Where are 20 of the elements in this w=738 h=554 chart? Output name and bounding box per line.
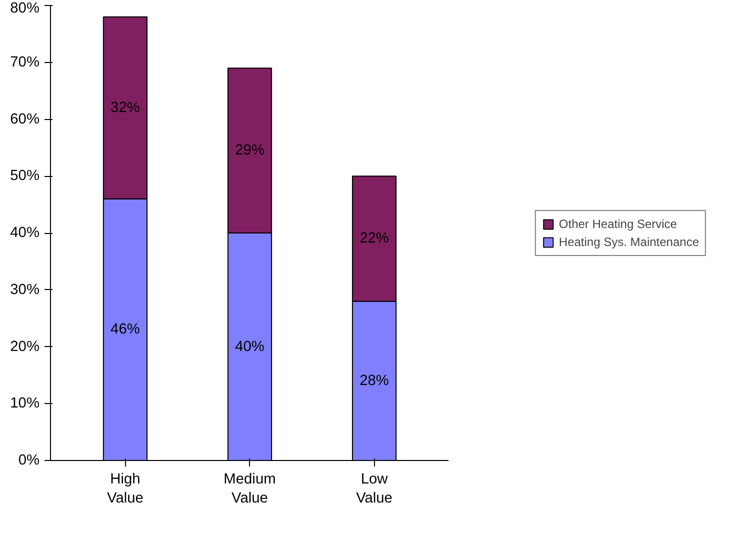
x-tick-label: Low Value: [356, 472, 392, 507]
y-tick-label: 30%: [10, 282, 40, 298]
y-tick-label: 0%: [18, 452, 40, 468]
y-tick-label: 70%: [10, 54, 40, 70]
y-tick-label: 50%: [10, 168, 40, 184]
data-label: 29%: [235, 142, 264, 159]
x-tick-label: High Value: [107, 472, 144, 507]
legend-label: Other Heating Service: [558, 216, 677, 230]
y-tick-label: 60%: [10, 111, 40, 128]
data-label: 40%: [235, 338, 264, 355]
y-tick-label: 40%: [10, 225, 40, 241]
x-tick-label: Medium Value: [224, 472, 276, 507]
y-tick-label: 20%: [10, 338, 40, 355]
legend-label: Heating Sys. Maintenance: [558, 234, 699, 248]
data-label: 32%: [110, 100, 140, 116]
data-label: 28%: [360, 372, 389, 389]
y-tick-label: 80%: [10, 0, 40, 16]
data-label: 22%: [360, 230, 389, 247]
data-label: 46%: [110, 322, 140, 338]
y-tick-label: 10%: [10, 396, 40, 412]
